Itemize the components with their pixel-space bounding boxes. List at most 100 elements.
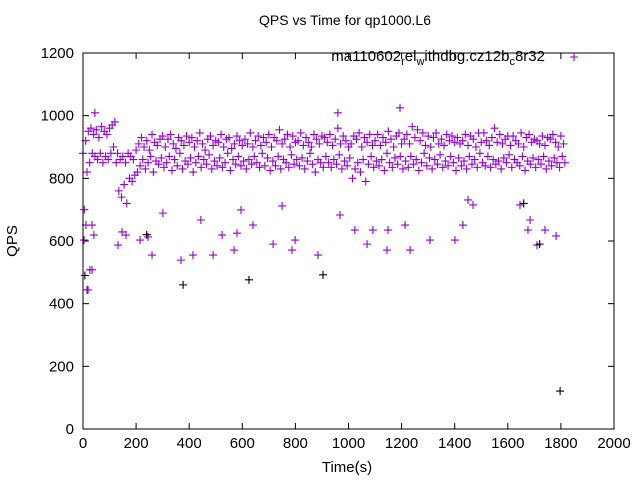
data-point [377, 155, 386, 164]
data-point [514, 139, 523, 148]
data-point [445, 136, 454, 145]
data-point [262, 138, 271, 147]
data-point [350, 226, 359, 235]
data-point [429, 133, 438, 142]
data-point [186, 153, 195, 162]
data-point [405, 139, 414, 148]
legend-label-part: ithdbg.cz12b [424, 48, 509, 65]
data-point [458, 221, 467, 230]
data-point [452, 166, 461, 175]
data-point [385, 158, 394, 167]
legend-marker-icon [570, 53, 578, 61]
data-point [225, 133, 234, 142]
data-point [311, 168, 320, 177]
x-tick-label: 600 [230, 435, 255, 452]
data-point [227, 144, 236, 153]
data-point [142, 230, 151, 239]
data-point [372, 157, 381, 166]
data-point [230, 139, 239, 148]
data-point [274, 152, 283, 161]
data-point [218, 163, 227, 172]
data-point [339, 132, 348, 141]
data-point [393, 160, 402, 169]
data-point [506, 141, 515, 150]
data-point [128, 177, 137, 186]
data-point [294, 136, 303, 145]
data-point [86, 124, 95, 133]
legend-label-part: el [405, 48, 417, 65]
data-point [323, 138, 332, 147]
data-point [244, 275, 253, 284]
y-tick-label: 400 [49, 296, 74, 313]
plot-frame [82, 52, 615, 430]
data-point [286, 143, 295, 151]
data-point [546, 135, 555, 144]
data-point [134, 139, 143, 148]
data-point [256, 141, 265, 150]
data-point [201, 146, 210, 155]
data-point [380, 166, 389, 175]
data-point [176, 256, 185, 265]
data-point [159, 163, 168, 172]
x-tick-label: 1600 [491, 435, 524, 452]
legend-marker-plus [570, 53, 578, 61]
data-point [360, 133, 369, 142]
data-point [158, 132, 167, 141]
data-point [556, 387, 565, 396]
data-point [236, 161, 245, 170]
data-point [276, 164, 285, 173]
data-point [479, 128, 488, 137]
data-point [90, 108, 99, 117]
data-point [529, 153, 538, 162]
data-point [461, 130, 470, 139]
data-point [401, 157, 410, 166]
data-point [457, 161, 466, 170]
data-point [287, 150, 296, 159]
data-point [189, 168, 198, 177]
data-point [223, 149, 232, 158]
data-point [434, 139, 443, 148]
legend-label-part: c [509, 56, 515, 68]
data-point [80, 205, 89, 214]
data-point [353, 158, 362, 167]
data-point [133, 168, 142, 177]
data-point [148, 130, 157, 139]
data-point [93, 155, 102, 164]
data-point [470, 155, 479, 164]
data-point [550, 153, 559, 162]
data-point [167, 166, 176, 175]
data-point [96, 149, 105, 158]
data-point [498, 139, 507, 148]
x-tick-label: 1800 [544, 435, 577, 452]
data-point [328, 141, 337, 150]
data-point [141, 164, 150, 173]
data-point [242, 164, 251, 173]
data-point [195, 128, 204, 137]
data-point [509, 132, 518, 141]
data-point [555, 163, 564, 172]
data-point [158, 209, 167, 218]
data-point [157, 153, 166, 162]
data-point [335, 150, 344, 159]
data-point [280, 135, 289, 144]
data-point [467, 160, 476, 169]
data-point [185, 138, 194, 147]
data-point [191, 158, 200, 167]
data-point [367, 152, 376, 161]
data-point [243, 139, 252, 148]
data-point [148, 251, 157, 260]
x-tick-label: 1000 [332, 435, 365, 452]
data-point [177, 136, 186, 145]
data-point [364, 160, 373, 169]
x-tick-label: 200 [124, 435, 149, 452]
x-tick-label: 1400 [438, 435, 471, 452]
data-point [432, 128, 441, 137]
data-point [490, 124, 499, 133]
data-point [82, 168, 91, 177]
data-point [235, 136, 244, 145]
data-point [426, 143, 435, 151]
data-point [92, 125, 101, 134]
data-point [373, 130, 382, 139]
data-point [136, 161, 145, 170]
